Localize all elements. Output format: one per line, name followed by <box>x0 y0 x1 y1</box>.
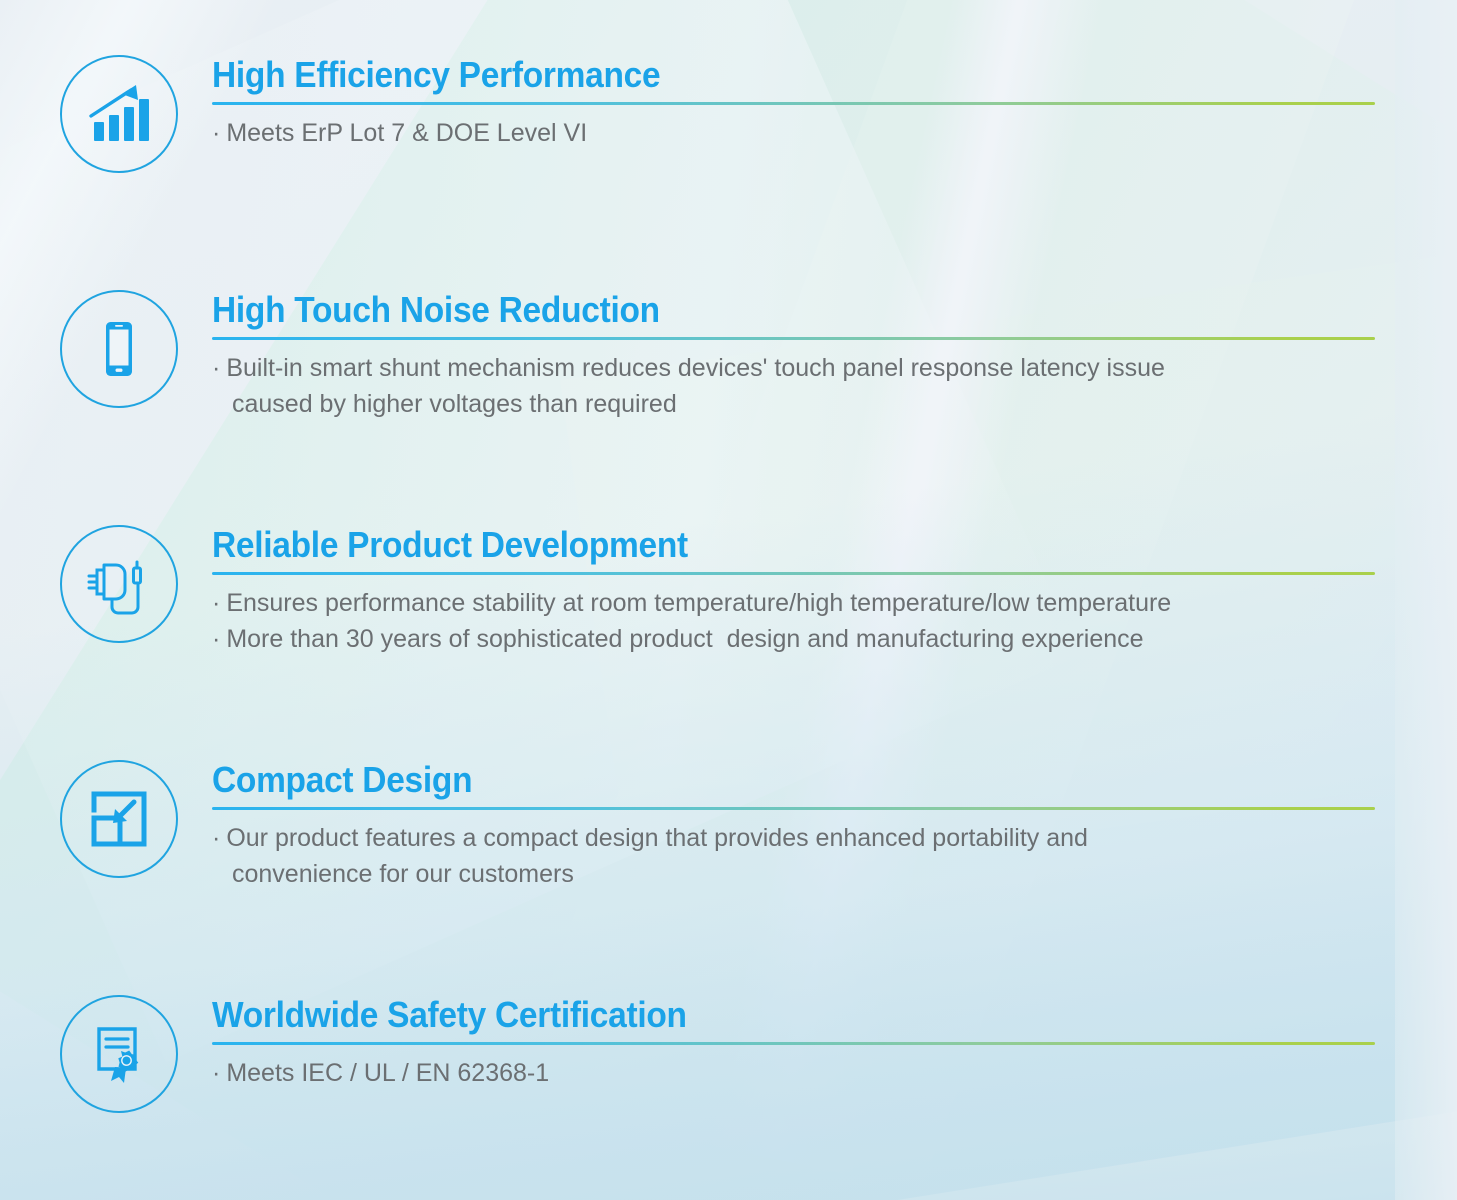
bullet-mark: · <box>212 824 221 852</box>
compact-resize-icon <box>60 760 178 878</box>
bullet-text: convenience for our customers <box>232 859 574 888</box>
bullet-mark: · <box>212 119 221 147</box>
feature-bullet-lines: · Meets IEC / UL / EN 62368-1 <box>212 1056 1375 1092</box>
feature-title: Compact Design <box>212 759 473 800</box>
bullet-text: caused by higher voltages than required <box>232 389 677 418</box>
bullet-mark: · <box>212 354 221 382</box>
power-adapter-icon <box>60 525 178 643</box>
feature-text-block: Reliable Product Development · Ensures pe… <box>212 527 1375 658</box>
feature-title: Worldwide Safety Certification <box>212 994 687 1035</box>
bullet-text: Meets IEC / UL / EN 62368-1 <box>226 1059 550 1087</box>
bullet-text: More than 30 years of sophisticated prod… <box>226 624 1144 653</box>
bullet-text: Meets ErP Lot 7 & DOE Level VI <box>226 119 588 147</box>
feature-title: Reliable Product Development <box>212 524 688 565</box>
feature-title: High Efficiency Performance <box>212 54 661 95</box>
feature-divider-rule <box>212 337 1375 340</box>
feature-text-block: Compact Design · Our product features a c… <box>212 762 1375 893</box>
feature-bullet-line: · Meets ErP Lot 7 & DOE Level VI <box>212 116 1375 152</box>
bar-chart-growth-icon <box>60 55 178 173</box>
feature-bullet-line: · Our product features a compact design t… <box>212 821 1375 857</box>
feature-divider-rule <box>212 102 1375 105</box>
certificate-seal-icon <box>60 995 178 1113</box>
background-band-right-edge <box>1395 0 1457 1200</box>
feature-divider-rule <box>212 807 1375 810</box>
bullet-text: Built-in smart shunt mechanism reduces d… <box>226 354 1165 382</box>
feature-bullet-lines: · Built-in smart shunt mechanism reduces … <box>212 351 1375 423</box>
feature-divider-rule <box>212 572 1375 575</box>
feature-bullet-lines: · Ensures performance stability at room t… <box>212 586 1375 658</box>
feature-bullet-line: · Ensures performance stability at room t… <box>212 586 1375 622</box>
smartphone-icon <box>60 290 178 408</box>
bullet-mark: · <box>212 624 221 653</box>
feature-bullet-line: · More than 30 years of sophisticated pro… <box>212 622 1375 658</box>
feature-title: High Touch Noise Reduction <box>212 289 660 330</box>
bullet-mark: · <box>212 589 221 617</box>
feature-bullet-lines: · Meets ErP Lot 7 & DOE Level VI <box>212 116 1375 152</box>
feature-bullet-line: caused by higher voltages than required <box>212 387 1375 423</box>
feature-bullet-line: · Built-in smart shunt mechanism reduces … <box>212 351 1375 387</box>
feature-bullet-line: · Meets IEC / UL / EN 62368-1 <box>212 1056 1375 1092</box>
feature-bullet-lines: · Our product features a compact design t… <box>212 821 1375 893</box>
feature-text-block: High Efficiency Performance · Meets ErP L… <box>212 57 1375 152</box>
bullet-text: Ensures performance stability at room te… <box>226 589 1172 617</box>
feature-bullet-line: convenience for our customers <box>212 857 1375 893</box>
feature-text-block: Worldwide Safety Certification · Meets IE… <box>212 997 1375 1092</box>
bullet-mark: · <box>212 1059 221 1087</box>
feature-text-block: High Touch Noise Reduction · Built-in sma… <box>212 292 1375 423</box>
feature-divider-rule <box>212 1042 1375 1045</box>
bullet-text: Our product features a compact design th… <box>226 824 1088 852</box>
